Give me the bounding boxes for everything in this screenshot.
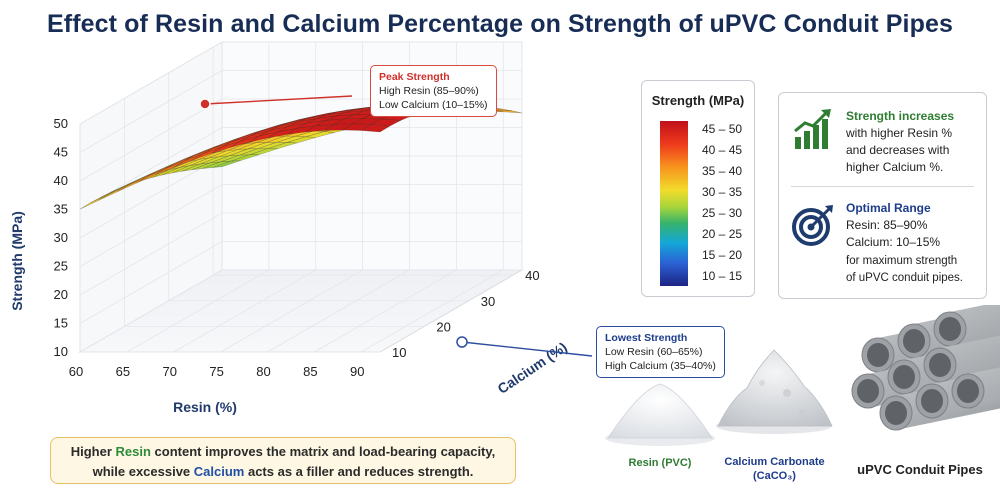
y-tick-label: 30 [481, 294, 495, 309]
low-callout-title: Lowest Strength [605, 332, 688, 344]
note-text: acts as a filler and reduces strength. [244, 464, 474, 479]
trend-text-1: with higher Resin % [846, 126, 953, 140]
note-resin: Resin [115, 444, 151, 459]
z-tick-label: 10 [54, 344, 68, 359]
calcium-caption-line1: Calcium Carbonate [724, 456, 825, 468]
x-tick-label: 70 [163, 364, 177, 379]
legend-label: 35 – 40 [702, 164, 743, 178]
legend-label: 15 – 20 [702, 248, 743, 262]
z-tick-label: 45 [54, 145, 68, 160]
x-gridline [361, 42, 504, 353]
low-callout: Lowest Strength Low Resin (60–65%) High … [596, 326, 725, 378]
chart-title: Effect of Resin and Calcium Percentage o… [47, 10, 953, 38]
peak-leader-line [204, 95, 353, 105]
x-tick-label: 75 [209, 364, 223, 379]
x-axis-label: Resin (%) [173, 399, 237, 415]
legend-label: 25 – 30 [702, 206, 743, 220]
trend-title: Strength increases [846, 109, 955, 123]
info-panel: Strength increases with higher Resin % a… [778, 92, 987, 299]
low-leader-line [461, 341, 593, 357]
x-gridline [267, 42, 410, 353]
target-icon [792, 205, 833, 246]
pipe [923, 335, 1000, 383]
peak-callout-line2: Low Calcium (10–15%) [379, 99, 488, 111]
calcium-caption-line2: (CaCO₃) [753, 470, 796, 482]
upvc-pipes-image [851, 305, 1000, 431]
z-tick-label: 25 [54, 259, 68, 274]
x-gridline [126, 42, 270, 353]
z-tick-label: 40 [54, 173, 68, 188]
optimal-text-2: of uPVC conduit pipes. [846, 272, 963, 284]
optimal-resin: Resin: 85–90% [846, 218, 928, 232]
pipe [933, 305, 1000, 347]
info-divider [791, 186, 974, 187]
x-tick-label: 65 [116, 364, 130, 379]
z-tick-label: 30 [54, 230, 68, 245]
x-tick-label: 60 [69, 364, 83, 379]
x-tick-label: 90 [350, 364, 364, 379]
legend-label: 10 – 15 [702, 269, 743, 283]
surface-plot: 10 15 20 25 30 35 40 45 50 60 65 70 75 80 85 90 10 20 30 40… [9, 41, 593, 415]
low-callout-line1: Low Resin (60–65%) [605, 346, 703, 358]
z-tick-label: 15 [54, 316, 68, 331]
x-gridline [79, 42, 223, 353]
peak-callout-line1: High Resin (85–90%) [379, 85, 479, 97]
note-text: content improves the matrix and load-bea… [150, 444, 496, 459]
x-tick-label: 80 [256, 364, 270, 379]
z-tick-label: 20 [54, 287, 68, 302]
calcium-carbonate-image [716, 349, 833, 434]
color-legend: Strength (MPa) 45 – 50 40 – 45 35 – 40 3… [641, 80, 755, 297]
axes: 10 15 20 25 30 35 40 45 50 60 65 70 75 80 85 90 10 20 30 40 [54, 116, 540, 379]
peak-callout: Peak Strength High Resin (85–90%) Low Ca… [370, 65, 497, 117]
z-tick-label: 50 [54, 116, 68, 131]
y-tick-label: 10 [392, 345, 406, 360]
surface-cell [360, 124, 392, 133]
note-text: while excessive [92, 464, 194, 479]
trend-text-2: and decreases with [846, 143, 950, 157]
y-gridline [79, 124, 380, 353]
legend-label: 45 – 50 [702, 122, 743, 136]
pipe [951, 367, 1000, 409]
legend-title: Strength (MPa) [651, 93, 745, 108]
optimal-title: Optimal Range [846, 201, 931, 215]
y-gridline [212, 47, 514, 276]
resin-caption: Resin (PVC) [628, 457, 692, 469]
x-gridline [314, 42, 457, 353]
y-gridline [168, 72, 469, 302]
z-axis-label: Strength (MPa) [9, 211, 25, 311]
low-callout-line2: High Calcium (35–40%) [605, 360, 716, 372]
resin-powder-image [605, 383, 715, 446]
legend-label: 30 – 35 [702, 185, 743, 199]
z-tick-label: 35 [54, 202, 68, 217]
y-axis-label: Calcium (%) [495, 339, 570, 397]
low-marker [456, 336, 468, 348]
note-calcium: Calcium [193, 464, 245, 479]
y-tick-label: 40 [525, 268, 539, 283]
trend-text-3: higher Calcium %. [846, 160, 944, 174]
trend-up-icon [794, 109, 831, 149]
peak-marker [199, 98, 211, 110]
optimal-text-1: for maximum strength [846, 255, 958, 267]
legend-label: 40 – 45 [702, 143, 743, 157]
note-text: Higher [70, 444, 116, 459]
summary-note: Higher Resin content improves the matrix… [50, 437, 516, 484]
y-gridline [123, 98, 425, 327]
y-tick-label: 20 [436, 319, 450, 334]
legend-label: 20 – 25 [702, 227, 743, 241]
legend-colorbar [660, 121, 688, 286]
optimal-calcium: Calcium: 10–15% [846, 235, 941, 249]
pipes-caption: uPVC Conduit Pipes [857, 462, 983, 477]
calcium-caption: Calcium Carbonate (CaCO₃) [712, 455, 837, 483]
peak-callout-title: Peak Strength [379, 71, 450, 83]
x-tick-label: 85 [303, 364, 317, 379]
